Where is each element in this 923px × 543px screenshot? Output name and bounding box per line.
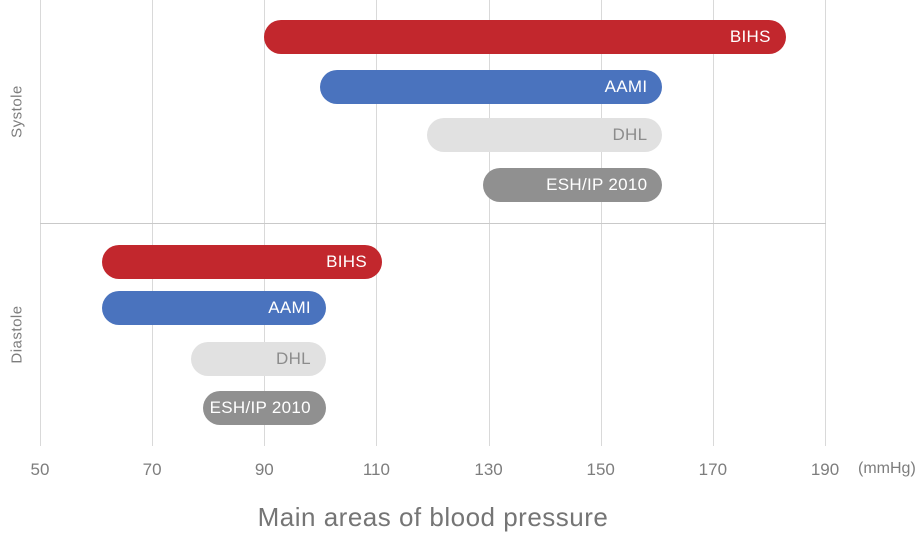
chart-title: Main areas of blood pressure: [257, 502, 609, 532]
bar-label: BIHS: [729, 27, 771, 46]
x-tick-label-130: 130: [474, 460, 503, 479]
bar-label: DHL: [276, 349, 311, 368]
x-tick-label-170: 170: [698, 460, 728, 479]
bar-systole-aami: AAMI: [320, 70, 663, 104]
bar-diastole-esh-ip-2010: ESH/IP 2010: [202, 391, 326, 425]
x-tick-label-50: 50: [30, 460, 50, 479]
bar-label: DHL: [612, 125, 648, 144]
bar-diastole-aami: AAMI: [101, 291, 326, 325]
x-tick-label-150: 150: [586, 460, 615, 479]
bar-systole-bihs: BIHS: [264, 20, 786, 54]
bar-label: AAMI: [604, 77, 648, 96]
bar-systole-esh-ip-2010: ESH/IP 2010: [482, 168, 663, 202]
x-tick-label-190: 190: [810, 460, 840, 479]
axis-unit-label: (mmHg): [858, 460, 916, 477]
bar-diastole-dhl: DHL: [191, 342, 326, 376]
x-tick-label-70: 70: [142, 460, 162, 479]
x-tick-label-90: 90: [254, 460, 274, 479]
group-label-systole: Systole: [8, 85, 26, 138]
x-tick-label-110: 110: [362, 460, 390, 479]
bar-label: ESH/IP 2010: [209, 398, 311, 417]
bar-label: BIHS: [326, 252, 368, 271]
group-separator-line: [40, 223, 826, 224]
bar-label: ESH/IP 2010: [546, 175, 648, 194]
bar-diastole-bihs: BIHS: [101, 245, 383, 279]
bar-label: AAMI: [268, 298, 311, 317]
group-label-diastole: Diastole: [8, 305, 26, 364]
bar-systole-dhl: DHL: [426, 118, 663, 152]
